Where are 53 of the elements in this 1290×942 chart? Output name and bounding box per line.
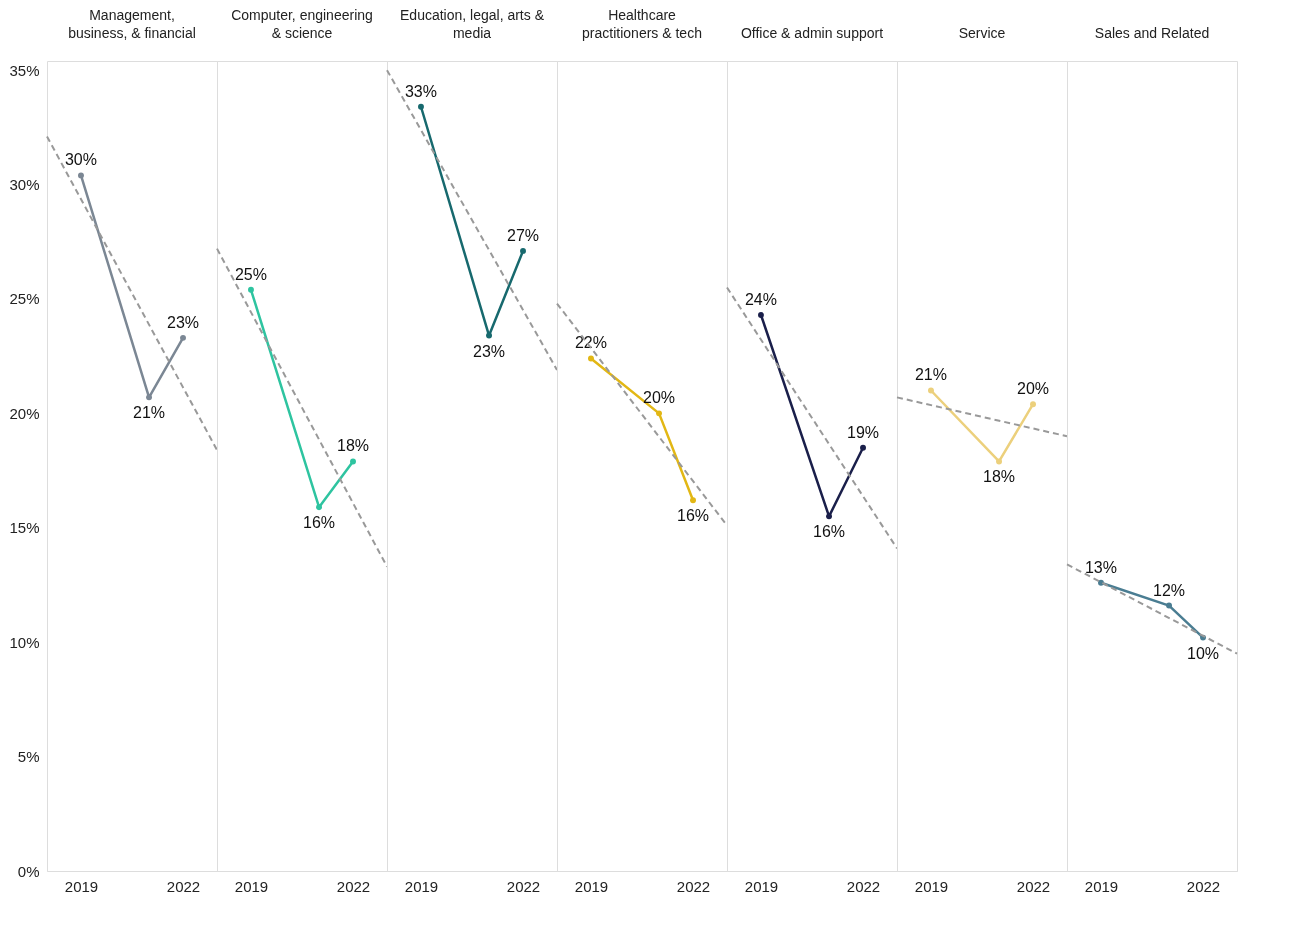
- y-tick-label: 0%: [17, 862, 40, 880]
- x-tick-label: 2019: [574, 877, 609, 895]
- y-tick-label: 20%: [9, 404, 40, 422]
- x-tick-label: 2019: [914, 877, 949, 895]
- x-tick-label: 2022: [1016, 877, 1051, 895]
- data-label: 16%: [813, 523, 846, 541]
- y-tick-label: 15%: [9, 519, 40, 537]
- x-tick-label: 2022: [676, 877, 711, 895]
- data-label: 30%: [64, 151, 97, 169]
- chart-title: Education, legal, arts & media: [400, 7, 545, 41]
- chart-title: Computer, engineering & science: [231, 7, 373, 41]
- y-tick-label: 25%: [9, 290, 40, 308]
- data-label: 18%: [983, 468, 1016, 486]
- point: [146, 394, 152, 401]
- x-tick-label: 2019: [64, 877, 99, 895]
- y-tick-label: 30%: [9, 176, 40, 194]
- chart-title: Office & admin support: [740, 25, 884, 41]
- data-label: 27%: [507, 226, 540, 244]
- data-label: 21%: [914, 366, 947, 384]
- x-tick-label: 2019: [234, 877, 269, 895]
- x-tick-label: 2022: [336, 877, 371, 895]
- data-label: 21%: [133, 404, 166, 422]
- x-tick-label: 2019: [404, 877, 439, 895]
- x-tick-label: 2022: [166, 877, 201, 895]
- chart-title: Sales and Related: [1094, 25, 1210, 41]
- data-label: 25%: [234, 265, 267, 283]
- point: [78, 172, 84, 179]
- chart-title: Service: [958, 25, 1006, 41]
- data-label: 16%: [303, 514, 336, 532]
- chart-title: Management, business, & financial: [68, 7, 196, 41]
- x-tick-label: 2019: [1084, 877, 1119, 895]
- data-label: 13%: [1084, 558, 1117, 576]
- x-tick-label: 2022: [846, 877, 881, 895]
- x-tick-label: 2022: [1186, 877, 1221, 895]
- data-label: 12%: [1153, 581, 1186, 599]
- data-label: 18%: [337, 437, 370, 455]
- data-label: 20%: [643, 389, 676, 407]
- x-tick-label: 2019: [744, 877, 779, 895]
- data-label: 22%: [574, 334, 607, 352]
- x-tick-label: 2022: [506, 877, 541, 895]
- data-label: 33%: [404, 82, 437, 100]
- data-label: 23%: [167, 313, 200, 331]
- data-label: 16%: [677, 507, 710, 525]
- y-tick-label: 10%: [9, 633, 40, 651]
- data-label: 10%: [1187, 644, 1220, 662]
- data-label: 19%: [847, 423, 880, 441]
- data-label: 20%: [1017, 380, 1050, 398]
- data-label: 24%: [744, 290, 777, 308]
- chart-title: Healthcare practitioners & tech: [582, 7, 702, 41]
- data-label: 23%: [473, 342, 506, 360]
- y-tick-label: 5%: [17, 748, 40, 766]
- point: [180, 334, 186, 341]
- y-tick-label: 35%: [9, 61, 40, 79]
